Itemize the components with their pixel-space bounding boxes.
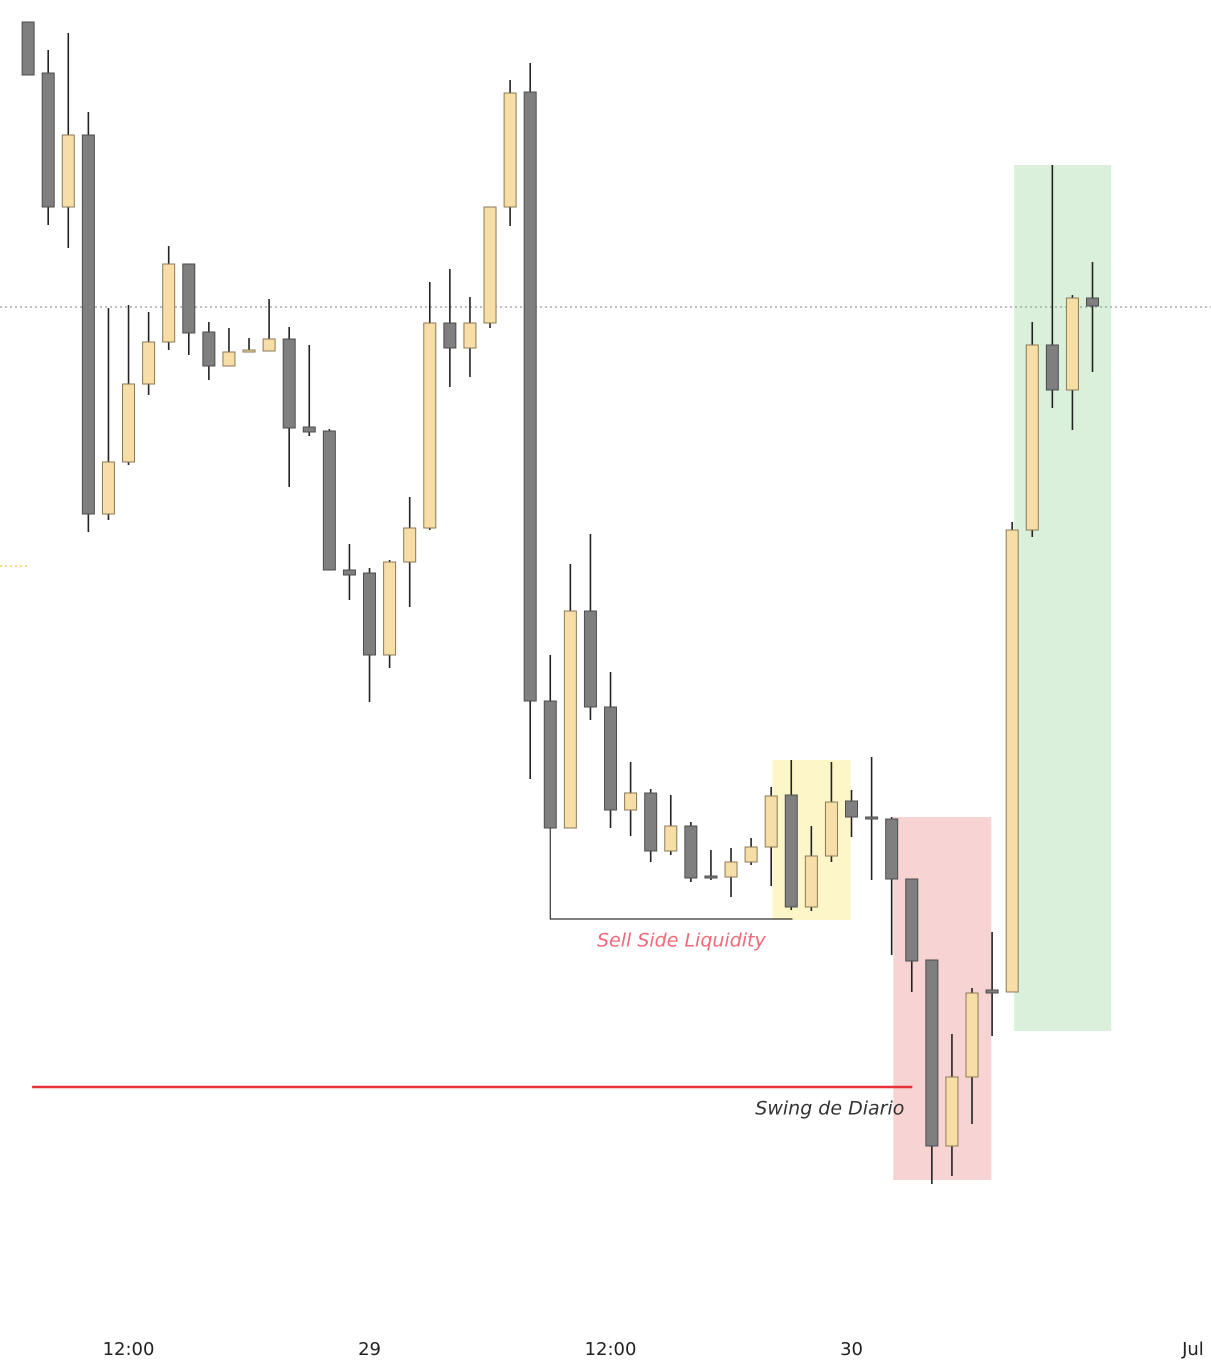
candle-body [543,700,557,829]
candle-body [784,794,798,908]
candle-body [162,263,176,343]
candle-body [905,878,919,962]
candle-body [624,792,638,811]
x-tick-label: 30 [840,1339,863,1360]
candle-body [322,430,336,571]
candle-body [41,72,55,208]
candle-body [503,92,517,208]
candle-body [604,706,618,811]
bracket [549,828,793,920]
candle-body [724,861,738,878]
candle-body [1065,297,1079,391]
x-tick-label: 12:00 [103,1339,155,1360]
candle-body [423,322,437,529]
candle-body [182,263,196,334]
candle-body [744,846,758,863]
candle-body [81,134,95,515]
x-tick-label: 29 [358,1339,381,1360]
x-tick-label: Jul [1181,1339,1204,1360]
candle-body [383,561,397,656]
x-tick-label: 12:00 [585,1339,637,1360]
candle-body [21,21,35,76]
candle-body [222,351,236,367]
candle-body [302,426,316,433]
candle-body [483,206,497,324]
candle-body [644,792,658,852]
candle-body [1045,344,1059,391]
candle-body [403,527,417,563]
candle-body [563,610,577,829]
candle-body [885,818,899,880]
candle-body [101,461,115,515]
candle-body [122,383,136,463]
candle-body [262,338,276,352]
candle-body [804,855,818,908]
candle-body [845,800,859,818]
zone [1014,165,1112,1031]
candle-body [363,572,377,656]
level-label: Swing de Diario [755,1098,904,1120]
candle-body [523,91,537,702]
candle-body [242,349,256,353]
candle-body [925,959,939,1147]
candle-body [443,322,457,349]
candle-body [61,134,75,208]
candle-body [142,341,156,385]
candle-body [965,992,979,1078]
candle-body [824,801,838,857]
candle-body [764,795,778,848]
candle-body [282,338,296,429]
candle-body [583,610,597,708]
candle-body [463,322,477,349]
candle-body [684,825,698,879]
candle-body [704,875,718,879]
candle-body [342,569,356,576]
candle-body [1086,297,1100,307]
candle-body [985,989,999,994]
candle-body [202,331,216,367]
bracket-label: Sell Side Liquidity [597,930,767,952]
candle-body [664,825,678,852]
candle-body [945,1076,959,1147]
candle-body [1025,344,1039,531]
candle-body [865,816,879,820]
candle-body [1005,529,1019,993]
